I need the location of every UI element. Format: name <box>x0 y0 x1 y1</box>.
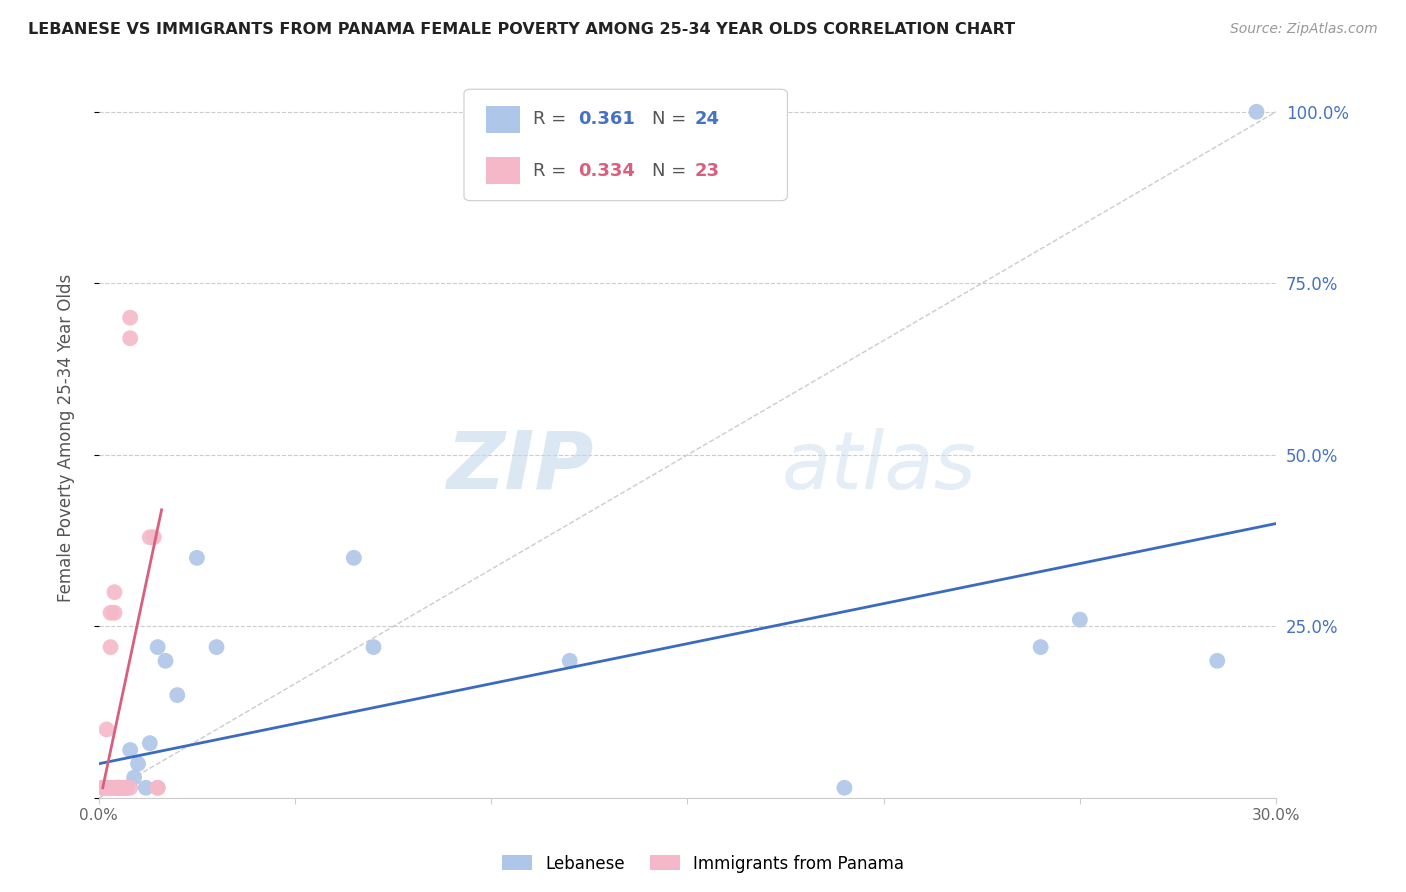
Point <box>122 771 145 785</box>
Point <box>120 743 142 757</box>
Point <box>91 780 114 795</box>
Text: 0.361: 0.361 <box>578 111 634 128</box>
Point <box>146 640 169 654</box>
Point <box>96 723 118 737</box>
Point <box>1246 104 1268 119</box>
Point <box>107 780 129 795</box>
Point <box>834 780 856 795</box>
Point <box>127 756 149 771</box>
Point <box>115 780 138 795</box>
Point <box>1029 640 1052 654</box>
Point <box>107 780 129 795</box>
Point <box>111 780 134 795</box>
Legend: Lebanese, Immigrants from Panama: Lebanese, Immigrants from Panama <box>495 848 911 880</box>
Point <box>115 780 138 795</box>
Point <box>107 780 129 795</box>
Point <box>111 780 134 795</box>
Point <box>96 780 118 795</box>
Point <box>155 654 177 668</box>
Text: 23: 23 <box>695 161 720 179</box>
Text: 24: 24 <box>695 111 720 128</box>
Point <box>139 736 162 750</box>
Point <box>1069 613 1091 627</box>
Point <box>1206 654 1229 668</box>
Point <box>107 780 129 795</box>
Point <box>91 780 114 795</box>
Text: Source: ZipAtlas.com: Source: ZipAtlas.com <box>1230 22 1378 37</box>
Point <box>135 780 157 795</box>
Point <box>142 530 165 544</box>
Point <box>103 606 125 620</box>
Text: 0.334: 0.334 <box>578 161 634 179</box>
Text: N =: N = <box>652 161 692 179</box>
Point <box>139 530 162 544</box>
Point <box>100 606 122 620</box>
Y-axis label: Female Poverty Among 25-34 Year Olds: Female Poverty Among 25-34 Year Olds <box>58 274 75 602</box>
Text: atlas: atlas <box>782 427 976 506</box>
Point <box>91 780 114 795</box>
Point <box>146 780 169 795</box>
Text: N =: N = <box>652 111 692 128</box>
Point <box>103 780 125 795</box>
Text: R =: R = <box>533 111 572 128</box>
Point <box>120 331 142 345</box>
Text: R =: R = <box>533 161 572 179</box>
Point <box>96 780 118 795</box>
Point <box>111 780 134 795</box>
Point <box>120 310 142 325</box>
Point <box>146 780 169 795</box>
Point <box>115 780 138 795</box>
Point <box>100 640 122 654</box>
Point <box>343 550 366 565</box>
Point <box>205 640 228 654</box>
Point <box>186 550 208 565</box>
Point <box>100 780 122 795</box>
Point <box>120 780 142 795</box>
Point <box>363 640 385 654</box>
Text: LEBANESE VS IMMIGRANTS FROM PANAMA FEMALE POVERTY AMONG 25-34 YEAR OLDS CORRELAT: LEBANESE VS IMMIGRANTS FROM PANAMA FEMAL… <box>28 22 1015 37</box>
Point <box>103 585 125 599</box>
Point <box>103 780 125 795</box>
Point <box>100 780 122 795</box>
Point <box>558 654 581 668</box>
Point <box>107 780 129 795</box>
Point <box>166 688 188 702</box>
Point <box>115 780 138 795</box>
Text: ZIP: ZIP <box>446 427 593 506</box>
